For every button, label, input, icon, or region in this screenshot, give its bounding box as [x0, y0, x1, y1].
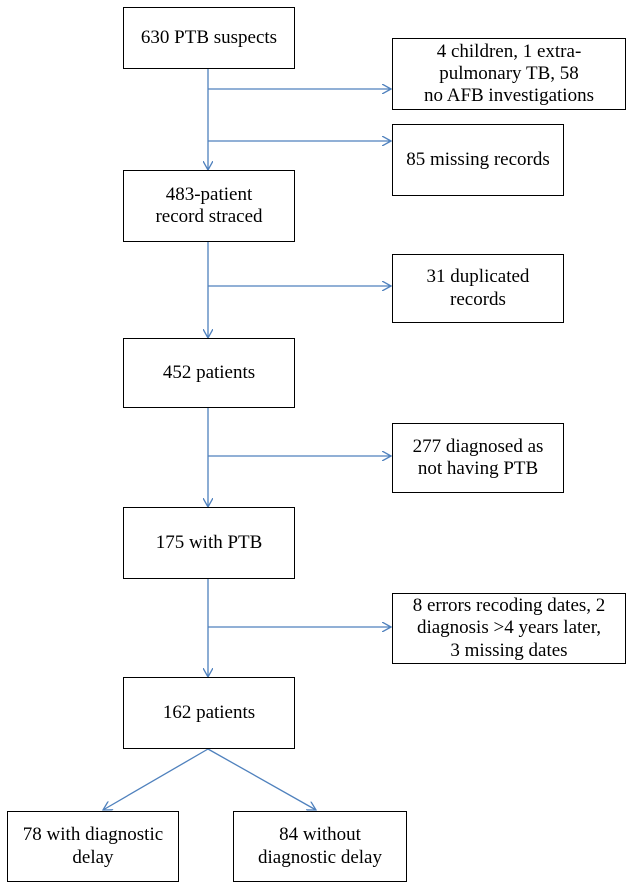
box-exclusion-duplicated: 31 duplicated records	[392, 254, 564, 323]
box-exclusion-errors: 8 errors recoding dates, 2 diagnosis >4 …	[392, 593, 626, 664]
box-162-patients: 162 patients	[123, 677, 295, 749]
box-exclusion-missing-records: 85 missing records	[392, 124, 564, 196]
box-452-patients-label: 452 patients	[162, 361, 256, 383]
box-exclusion-errors-label: 8 errors recoding dates, 2 diagnosis >4 …	[412, 595, 606, 661]
box-records-traced-label: 483-patient record straced	[155, 183, 263, 227]
box-exclusion-not-ptb: 277 diagnosed as not having PTB	[392, 423, 564, 493]
arrow-162-to-without-delay	[207, 748, 316, 810]
box-452-patients: 452 patients	[123, 338, 295, 408]
box-exclusion-missing-records-label: 85 missing records	[406, 148, 550, 170]
box-exclusion-not-ptb-label: 277 diagnosed as not having PTB	[412, 435, 544, 479]
box-162-patients-label: 162 patients	[162, 701, 256, 723]
box-175-with-ptb: 175 with PTB	[123, 507, 295, 579]
box-exclusion-children: 4 children, 1 extra- pulmonary TB, 58 no…	[392, 38, 626, 110]
box-ptb-suspects-label: 630 PTB suspects	[140, 26, 278, 48]
box-with-diagnostic-delay-label: 78 with diagnostic delay	[22, 824, 164, 868]
arrow-162-to-with-delay	[103, 748, 209, 810]
box-175-with-ptb-label: 175 with PTB	[155, 531, 263, 553]
box-exclusion-children-label: 4 children, 1 extra- pulmonary TB, 58 no…	[424, 40, 594, 107]
box-exclusion-duplicated-label: 31 duplicated records	[426, 266, 530, 310]
box-ptb-suspects: 630 PTB suspects	[123, 7, 295, 69]
box-without-diagnostic-delay-label: 84 without diagnostic delay	[258, 824, 382, 868]
box-records-traced: 483-patient record straced	[123, 170, 295, 242]
box-with-diagnostic-delay: 78 with diagnostic delay	[7, 811, 179, 882]
box-without-diagnostic-delay: 84 without diagnostic delay	[233, 811, 407, 882]
